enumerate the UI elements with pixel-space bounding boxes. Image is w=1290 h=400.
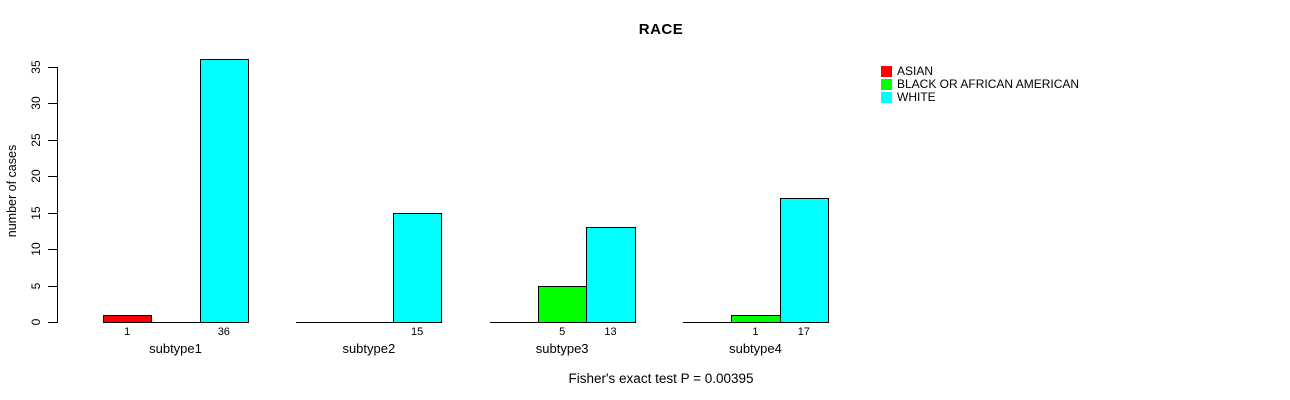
bar-black-or-african-american xyxy=(537,285,588,323)
bar-white xyxy=(586,227,636,323)
y-axis-tick-label: 20 xyxy=(29,169,43,183)
y-axis-tick xyxy=(48,213,57,214)
y-axis-tick xyxy=(48,67,57,68)
legend-label: WHITE xyxy=(897,90,936,104)
bar-black-or-african-american xyxy=(731,314,781,323)
y-axis-tick xyxy=(48,286,57,287)
legend: ASIAN BLACK OR AFRICAN AMERICAN WHITE xyxy=(881,64,1080,105)
bar-value-label: 15 xyxy=(411,326,424,338)
bar-value-label: 36 xyxy=(217,326,230,338)
bar-white xyxy=(779,197,829,323)
y-axis-tick-label: 0 xyxy=(29,318,43,326)
y-axis-tick xyxy=(48,322,57,323)
x-category-label: subtype2 xyxy=(342,341,396,356)
y-axis-tick-label: 35 xyxy=(29,59,43,74)
legend-swatch-icon xyxy=(881,92,892,103)
y-axis-tick-label: 30 xyxy=(29,96,43,110)
x-category-label: subtype1 xyxy=(149,341,202,356)
y-axis-tick xyxy=(48,103,57,104)
legend-item: BLACK OR AFRICAN AMERICAN xyxy=(881,77,1080,91)
y-axis-tick xyxy=(48,140,57,141)
y-axis-tick xyxy=(48,176,57,177)
legend-item: ASIAN xyxy=(881,64,1079,78)
bar-value-label: 17 xyxy=(797,326,810,338)
legend-swatch-icon xyxy=(881,66,892,77)
bar-asian xyxy=(103,314,153,323)
bar-value-label: 1 xyxy=(752,326,759,338)
annotation-text: Fisher's exact test P = 0.00395 xyxy=(568,371,754,386)
y-axis-tick xyxy=(48,249,57,250)
chart-title: RACE xyxy=(638,21,684,38)
y-axis-label: number of cases xyxy=(5,144,19,238)
legend-label: ASIAN xyxy=(897,64,934,78)
legend-item: WHITE xyxy=(881,90,1079,104)
y-axis-tick-label: 10 xyxy=(29,242,43,256)
bar-white xyxy=(392,212,443,323)
y-axis-tick-label: 5 xyxy=(29,282,43,289)
bar-value-label: 13 xyxy=(604,326,617,338)
y-axis-line xyxy=(57,66,58,323)
bar-value-label: 5 xyxy=(559,326,566,338)
x-category-label: subtype3 xyxy=(535,341,589,356)
y-axis-tick-label: 25 xyxy=(29,132,43,147)
x-axis-baseline xyxy=(103,322,248,323)
x-category-label: subtype4 xyxy=(729,341,782,356)
bar-white xyxy=(199,59,249,323)
bar-value-label: 1 xyxy=(124,326,131,338)
x-axis-baseline xyxy=(296,322,442,323)
y-axis-tick-label: 15 xyxy=(29,205,43,220)
legend-swatch-icon xyxy=(881,79,892,90)
legend-label: BLACK OR AFRICAN AMERICAN xyxy=(897,77,1080,91)
